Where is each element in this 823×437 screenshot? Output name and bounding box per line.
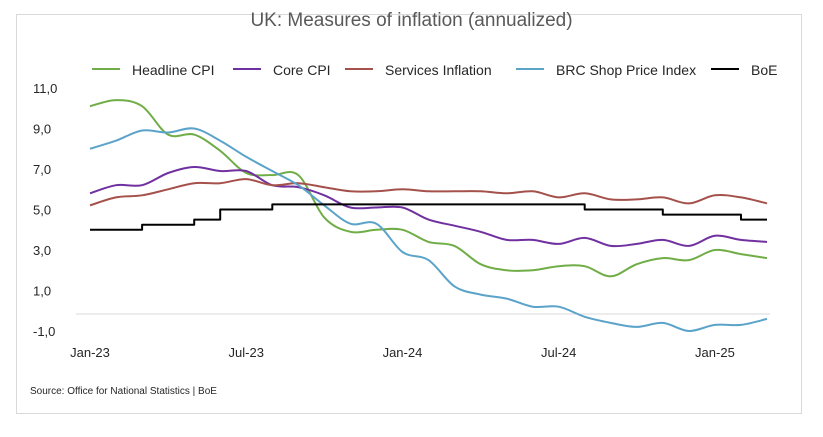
legend-swatch-services-inflation	[345, 68, 373, 71]
legend-swatch-brc-shop-price-index	[516, 68, 544, 71]
legend-label-brc-shop-price-index: BRC Shop Price Index	[556, 62, 697, 78]
y-tick-label: 11,0	[33, 81, 57, 96]
x-tick-label: Jan-23	[70, 345, 110, 360]
x-tick-label: Jul-23	[229, 345, 264, 360]
legend-swatch-headline-cpi	[92, 68, 120, 71]
y-tick-label: 5,0	[33, 203, 51, 218]
series-line-headline-cpi	[89, 99, 768, 278]
y-tick-label: 3,0	[33, 243, 51, 258]
legend-item-headline-cpi: Headline CPI	[92, 62, 215, 78]
y-tick-label: 1,0	[33, 284, 51, 299]
series-line-boe	[90, 203, 767, 231]
x-tick-label: Jan-24	[383, 345, 423, 360]
legend-swatch-boe	[711, 68, 739, 71]
legend-item-core-cpi: Core CPI	[233, 62, 331, 78]
series-line-brc-shop-price-index	[89, 127, 768, 333]
x-tick-label: Jan-25	[695, 345, 735, 360]
legend-label-headline-cpi: Headline CPI	[132, 62, 215, 78]
legend-label-core-cpi: Core CPI	[273, 62, 331, 78]
legend-swatch-core-cpi	[233, 68, 261, 71]
legend-item-boe: BoE	[711, 62, 777, 78]
legend-item-services-inflation: Services Inflation	[345, 62, 492, 78]
legend-label-boe: BoE	[751, 62, 778, 78]
y-tick-label: 9,0	[33, 122, 51, 137]
x-axis-ticks: Jan-23 Jul-23 Jan-24 Jul-24 Jan-25	[70, 345, 735, 360]
y-tick-label: -1,0	[33, 324, 55, 339]
y-axis-ticks: 11,0 9,0 7,0 5,0 3,0 1,0 -1,0	[33, 81, 57, 339]
y-tick-label: 7,0	[33, 162, 51, 177]
chart-title: UK: Measures of inflation (annualized)	[250, 10, 573, 31]
legend: Headline CPI Core CPI Services Inflation…	[0, 62, 823, 80]
legend-label-services-inflation: Services Inflation	[385, 62, 492, 78]
series-line-services-inflation	[89, 178, 768, 207]
source-note: Source: Office for National Statistics |…	[30, 386, 217, 397]
series-lines	[89, 99, 768, 333]
legend-item-brc-shop-price-index: BRC Shop Price Index	[516, 62, 696, 78]
x-tick-label: Jul-24	[541, 345, 576, 360]
series-line-core-cpi	[89, 165, 768, 248]
